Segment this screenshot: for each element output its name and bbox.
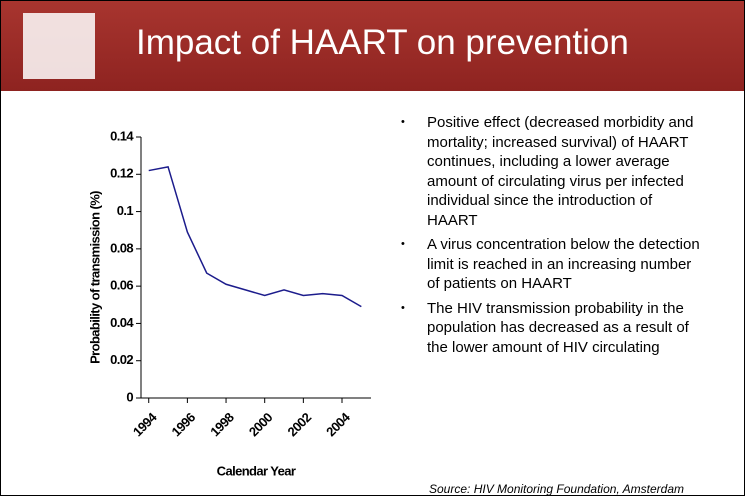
y-axis-title: Probability of transmission (%) — [87, 191, 102, 364]
bullet-text: The HIV transmission probability in the … — [427, 299, 689, 356]
x-tick-label: 1998 — [207, 410, 237, 440]
source-note: Source: HIV Monitoring Foundation, Amste… — [429, 482, 685, 496]
bullet-item: • A virus concentration below the detecti… — [401, 235, 701, 294]
bullet-symbol: • — [401, 238, 405, 250]
y-tick-label: 0.02 — [110, 352, 133, 367]
bullet-text: A virus concentration below the detectio… — [427, 236, 700, 292]
bullet-symbol: • — [401, 116, 405, 128]
y-tick-label: 0.1 — [117, 203, 134, 218]
bullet-symbol: • — [401, 301, 405, 314]
y-tick-label: 0.04 — [110, 315, 134, 330]
bullet-text: Positive effect (decreased morbidity and… — [427, 114, 694, 229]
y-tick-label: 0 — [126, 389, 133, 404]
x-tick-label: 2000 — [246, 410, 276, 440]
y-tick-label: 0.08 — [110, 240, 133, 255]
bullet-item: • The HIV transmission probability in the… — [401, 299, 701, 358]
x-tick-label: 2002 — [285, 410, 315, 440]
slide-title: Impact of HAART on prevention — [136, 23, 629, 62]
x-tick-label: 1996 — [169, 410, 199, 440]
bullet-item: • Positive effect (decreased morbidity an… — [401, 113, 701, 230]
y-tick-label: 0.12 — [110, 166, 133, 181]
y-tick-label: 0.06 — [110, 278, 133, 293]
header-bar — [1, 1, 744, 91]
data-line — [148, 165, 362, 308]
x-tick-label: 1994 — [130, 409, 160, 439]
x-tick-label: 2004 — [323, 409, 353, 439]
y-tick-label: 0.14 — [110, 128, 134, 143]
logo-box — [23, 13, 95, 79]
bullet-list: • Positive effect (decreased morbidity an… — [401, 113, 701, 362]
x-axis-title: Calendar Year — [217, 463, 296, 478]
